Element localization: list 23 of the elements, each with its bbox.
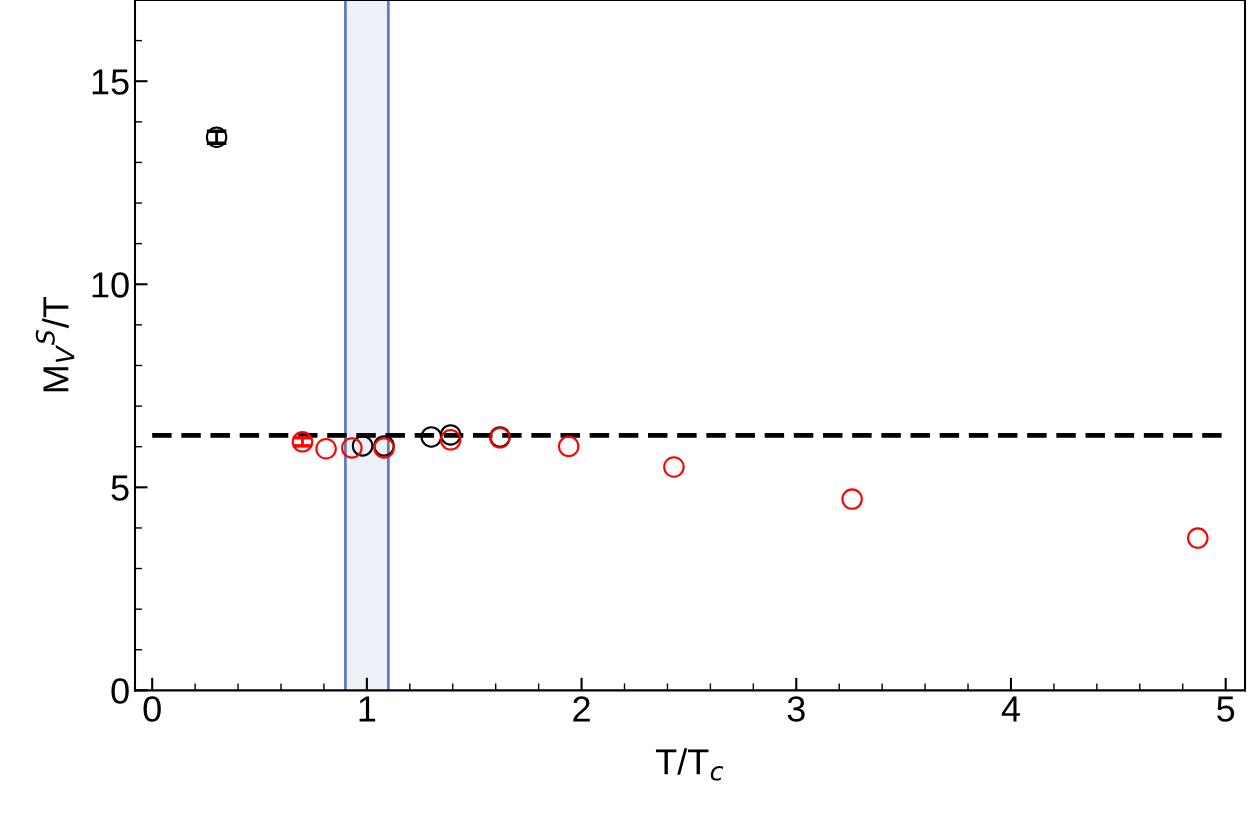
point: [291, 431, 314, 453]
y-tick-label: 0: [111, 678, 129, 704]
point: [315, 437, 337, 460]
x-tick-label: 1: [359, 696, 376, 722]
point: [663, 456, 685, 478]
point: [351, 435, 374, 457]
x-tick-label: 0: [143, 696, 161, 722]
x-tick-label: 2: [573, 696, 590, 722]
x-tick-label: 5: [1217, 696, 1235, 722]
point: [420, 426, 443, 448]
point: [1187, 527, 1209, 549]
y-tick-label: 5: [111, 475, 129, 501]
x-axis-title: T/T$_{c}$: [655, 748, 724, 781]
y-axis-title: M$_{V}$$^{S}$/T: [35, 296, 75, 392]
point: [557, 435, 580, 458]
y-tick-label: 15: [92, 69, 129, 95]
x-tick-label: 4: [1001, 696, 1020, 722]
point: [841, 488, 863, 510]
point: [341, 437, 363, 459]
point: [439, 429, 462, 451]
y-tick-label: 10: [92, 272, 129, 298]
x-tick-label: 3: [787, 696, 805, 722]
point: [439, 424, 462, 446]
